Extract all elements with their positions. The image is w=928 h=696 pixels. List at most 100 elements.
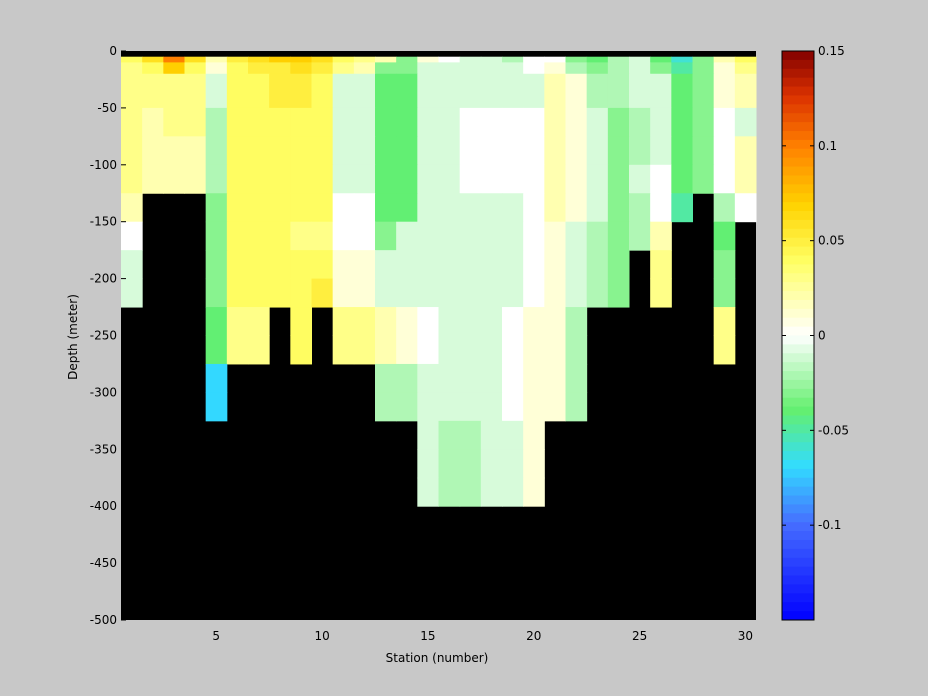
heatmap-cell: [248, 278, 270, 308]
heatmap-cell: [502, 449, 524, 479]
heatmap-cell: [480, 62, 503, 75]
x-tick-label: 10: [314, 629, 329, 643]
heatmap-cell: [565, 164, 588, 194]
heatmap-cell: [692, 136, 715, 166]
colorbar-step: [782, 371, 814, 381]
heatmap-cell: [480, 278, 503, 308]
heatmap-cell: [502, 420, 524, 450]
heatmap-cell: [269, 107, 291, 137]
heatmap-cell: [290, 193, 312, 223]
heatmap-cell: [311, 56, 334, 63]
heatmap-cell: [205, 164, 228, 194]
heatmap-cell: [502, 193, 524, 223]
colorbar-tick-label: 0.1: [818, 139, 837, 153]
heatmap-cell: [375, 307, 397, 336]
heatmap-cell: [353, 62, 376, 75]
y-tick-label: -100: [90, 158, 117, 172]
heatmap-cell: [502, 307, 524, 336]
heatmap-cell: [142, 62, 164, 75]
heatmap-cell: [269, 193, 291, 223]
heatmap-cell: [459, 62, 482, 75]
heatmap-cell: [226, 250, 249, 280]
heatmap-cell: [650, 107, 672, 137]
heatmap-cell: [226, 107, 249, 137]
colorbar-step: [782, 317, 814, 328]
heatmap-cell: [269, 250, 291, 280]
colorbar-step: [782, 264, 814, 274]
heatmap-cell: [523, 56, 545, 63]
heatmap-cell: [396, 62, 418, 75]
heatmap-cell: [438, 307, 461, 336]
heatmap-cell: [332, 250, 355, 280]
heatmap-cell: [248, 107, 270, 137]
heatmap-cell: [629, 62, 651, 75]
heatmap-cell: [438, 278, 461, 308]
y-tick-label: 0: [109, 44, 117, 58]
heatmap-cell: [205, 56, 228, 63]
heatmap-cell: [269, 136, 291, 166]
heatmap-cell: [417, 221, 439, 251]
heatmap-cell: [417, 335, 439, 365]
heatmap-cell: [417, 477, 439, 507]
colorbar-step: [782, 424, 814, 434]
heatmap-cell: [438, 136, 461, 166]
heatmap-cell: [375, 392, 397, 422]
heatmap-cell: [544, 107, 566, 137]
x-tick-label: 15: [420, 629, 435, 643]
heatmap-cell: [142, 56, 164, 63]
heatmap-cell: [332, 136, 355, 166]
heatmap-cell: [269, 73, 291, 109]
heatmap-cell: [459, 420, 482, 450]
heatmap-cell: [438, 392, 461, 422]
heatmap-cell: [502, 250, 524, 280]
colorbar-tick-label: 0.05: [818, 234, 845, 248]
heatmap-cell: [205, 335, 228, 365]
y-tick-label: -150: [90, 215, 117, 229]
heatmap-cell: [417, 73, 439, 109]
heatmap-cell: [671, 107, 693, 137]
heatmap-cell: [713, 221, 736, 251]
x-tick-label: 30: [738, 629, 753, 643]
heatmap-cell: [163, 164, 185, 194]
heatmap-cell: [311, 164, 334, 194]
heatmap-cell: [629, 164, 651, 194]
heatmap-cell: [375, 335, 397, 365]
heatmap-cell: [459, 56, 482, 63]
heatmap-cell: [586, 278, 609, 308]
heatmap-cell: [311, 250, 334, 280]
heatmap-cell: [375, 221, 397, 251]
heatmap-cell: [353, 73, 376, 109]
heatmap-cell: [290, 335, 312, 365]
colorbar-step: [782, 335, 814, 345]
heatmap-cell: [375, 363, 397, 393]
heatmap-cell: [248, 193, 270, 223]
heatmap-cell: [121, 164, 143, 194]
heatmap-cell: [205, 221, 228, 251]
colorbar-step: [782, 237, 814, 248]
heatmap-cell: [607, 62, 630, 75]
heatmap-cell: [332, 73, 355, 109]
heatmap-cell: [692, 107, 715, 137]
colorbar-step: [782, 495, 814, 505]
heatmap-cell: [713, 250, 736, 280]
colorbar-step: [782, 513, 814, 523]
heatmap-cell: [502, 363, 524, 393]
colorbar-step: [782, 157, 814, 168]
heatmap-cell: [459, 164, 482, 194]
colorbar-step: [782, 175, 814, 185]
heatmap-cell: [459, 363, 482, 393]
heatmap-cell: [480, 193, 503, 223]
heatmap-cell: [332, 193, 355, 223]
heatmap-cell: [121, 62, 143, 75]
colorbar-step: [782, 504, 814, 514]
heatmap-cell: [713, 107, 736, 137]
heatmap-cell: [142, 136, 164, 166]
heatmap-cell: [332, 335, 355, 365]
heatmap-cell: [438, 221, 461, 251]
colorbar-step: [782, 451, 814, 461]
colorbar-step: [782, 575, 814, 585]
heatmap-cell: [565, 278, 588, 308]
colorbar-step: [782, 566, 814, 577]
heatmap-cell: [205, 107, 228, 137]
heatmap-cell: [121, 73, 143, 109]
